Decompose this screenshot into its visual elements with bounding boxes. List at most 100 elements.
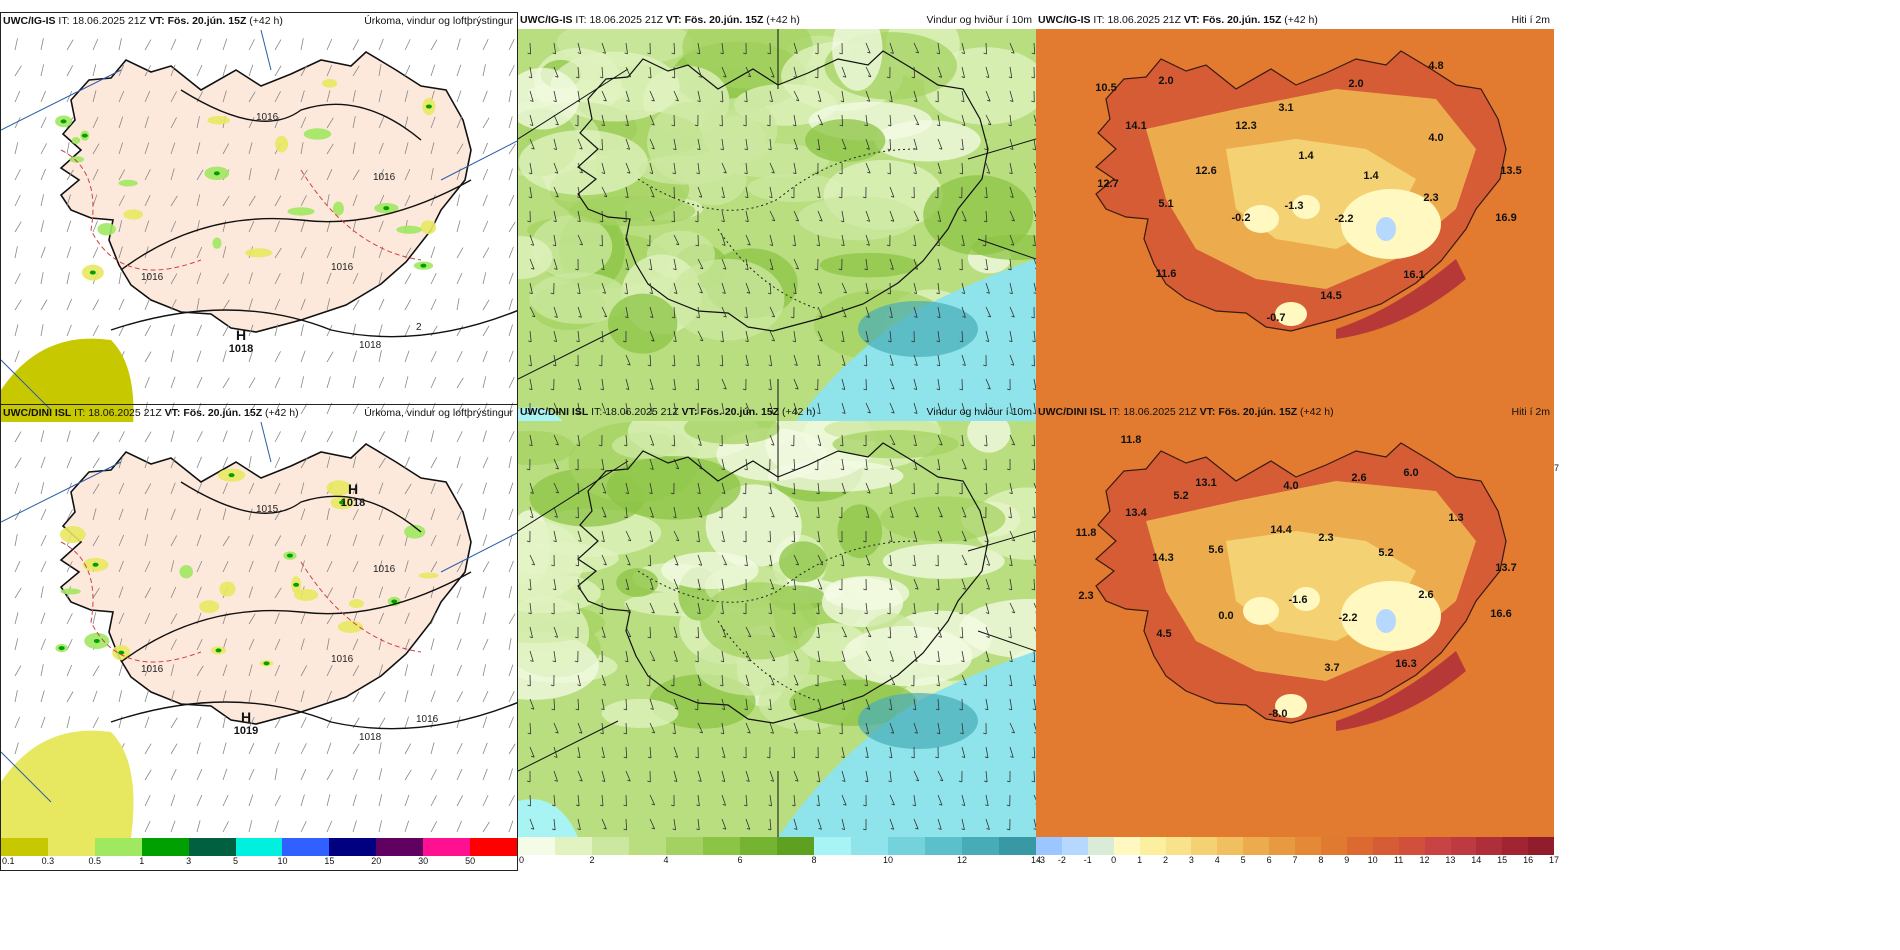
wind-arrow-head <box>983 468 987 471</box>
wind-barb <box>482 39 489 51</box>
wind-arrow <box>673 402 677 414</box>
wind-arrow-head <box>838 196 842 199</box>
wind-barb <box>40 638 46 651</box>
wind-arrow <box>697 306 700 318</box>
wind-barb <box>196 586 202 599</box>
wind-arrow <box>745 210 749 222</box>
wind-arrow-head <box>555 467 559 470</box>
wind-arrow-head <box>1008 268 1012 271</box>
wind-arrow <box>913 258 918 270</box>
wind-arrow-head <box>602 491 607 494</box>
wind-arrow <box>601 258 605 270</box>
wind-arrow-head <box>576 804 580 807</box>
wind-arrow <box>961 578 967 590</box>
wind-barb <box>274 717 282 729</box>
wind-arrow-head <box>600 588 605 591</box>
wind-barb <box>404 820 410 833</box>
wind-arrow <box>577 42 582 54</box>
wind-arrow <box>937 114 941 126</box>
wind-barb <box>92 220 98 233</box>
wind-barb <box>404 142 409 155</box>
wind-barb <box>274 324 279 337</box>
wind-arrow <box>937 458 941 470</box>
wind-barb <box>352 65 360 77</box>
wind-barb <box>430 482 436 495</box>
wind-arrow <box>745 66 752 78</box>
wind-barb <box>300 116 307 129</box>
wind-arrow-head <box>552 364 557 367</box>
precip-area <box>275 135 289 153</box>
wind-arrow <box>889 746 893 758</box>
wind-arrow <box>673 602 679 614</box>
wind-arrow-head <box>647 780 651 783</box>
wind-arrow-head <box>767 828 772 831</box>
wind-barb <box>326 194 330 207</box>
wind-arrow-head <box>890 195 895 198</box>
wind-arrow-head <box>987 315 991 318</box>
wind-barb <box>326 220 331 233</box>
it-value: 18.06.2025 21Z <box>1107 14 1181 26</box>
wind-arrow-head <box>961 292 965 295</box>
wind-arrow-head <box>816 636 820 639</box>
wind-arrow <box>793 722 798 734</box>
wind-arrow-head <box>985 76 990 78</box>
wind-barb <box>300 195 307 207</box>
wind-arrow <box>553 306 558 318</box>
wind-barb <box>274 795 281 807</box>
temperature-label: 1.3 <box>1448 512 1463 524</box>
wind-arrow <box>745 626 752 638</box>
wind-speed-area <box>837 504 883 559</box>
wind-arrow <box>577 530 582 542</box>
wind-arrow <box>721 530 725 542</box>
wind-barb <box>196 246 203 259</box>
wind-arrow-head <box>985 804 989 807</box>
wind-arrow-head <box>695 636 699 639</box>
wind-arrow-head <box>936 388 940 391</box>
wind-arrow-head <box>675 467 679 470</box>
temperature-label: 11.8 <box>1121 434 1142 446</box>
wind-arrow-head <box>551 564 555 567</box>
wind-arrow <box>697 138 701 150</box>
wind-barb <box>482 350 488 363</box>
wind-arrow <box>865 234 870 246</box>
wind-arrow-head <box>912 564 916 567</box>
wind-barb <box>404 194 411 207</box>
wind-arrow <box>553 354 557 366</box>
wind-barb <box>430 795 437 807</box>
wind-arrow <box>793 114 797 126</box>
wind-arrow-head <box>913 172 917 175</box>
wind-arrow <box>1033 818 1036 829</box>
wind-arrow-head <box>863 588 867 591</box>
wind-barb <box>92 483 100 495</box>
wind-arrow <box>745 650 751 662</box>
glacier-cold-core <box>1376 609 1396 633</box>
wind-arrow <box>529 162 533 174</box>
wind-arrow-head <box>962 412 966 414</box>
isobar <box>110 309 517 338</box>
wind-arrow-head <box>574 124 579 127</box>
wind-arrow <box>697 282 703 294</box>
wind-arrow <box>889 458 894 470</box>
wind-arrow <box>985 90 991 102</box>
colorbar-swatch <box>925 837 962 855</box>
wind-arrow-head <box>553 540 557 543</box>
wind-arrow <box>625 818 628 831</box>
wind-arrow-head <box>959 636 963 639</box>
wind-arrow <box>601 554 607 566</box>
wind-arrow-head <box>627 363 631 366</box>
wind-arrow <box>793 530 796 543</box>
wind-arrow <box>937 306 941 318</box>
wind-arrow <box>937 698 940 710</box>
wind-barb <box>66 561 73 573</box>
wind-arrow <box>913 626 918 638</box>
wind-barb <box>14 273 21 285</box>
it-value: 18.06.2025 21Z <box>605 406 679 418</box>
wind-barb <box>404 376 409 389</box>
wind-arrow-head <box>936 52 940 55</box>
wind-arrow <box>817 330 823 342</box>
wind-barb <box>300 821 307 833</box>
wind-barb <box>92 612 97 625</box>
wind-arrow-head <box>961 756 966 758</box>
wind-barb <box>14 221 22 233</box>
